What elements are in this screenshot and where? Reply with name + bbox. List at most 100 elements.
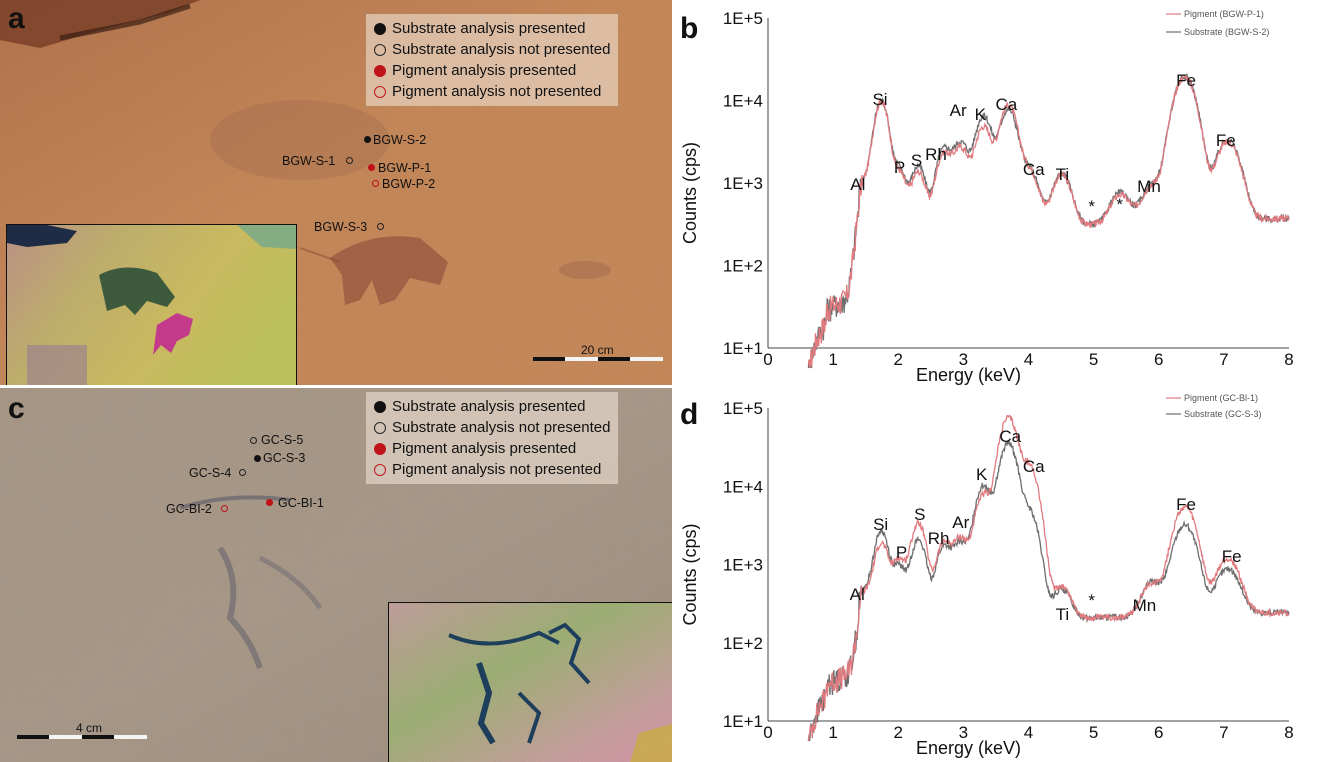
element-peak-label: Fe	[1176, 495, 1196, 514]
y-axis-title: Counts (cps)	[680, 523, 700, 625]
sample-marker-gc-bi-1	[266, 499, 273, 506]
marker-legend-a: Substrate analysis presented Substrate a…	[366, 14, 619, 106]
panel-letter-c: c	[8, 392, 25, 425]
x-tick-label: 1	[828, 723, 837, 742]
y-tick-label: 1E+4	[723, 477, 763, 496]
panel-a: a Substrate analysis presented Substrate…	[0, 0, 672, 385]
y-tick-label: 1E+3	[723, 556, 763, 575]
element-peak-label: K	[975, 105, 987, 124]
panel-letter-b: b	[680, 12, 699, 45]
x-tick-label: 7	[1219, 723, 1228, 742]
legend-entry: Substrate (BGW-S-2)	[1184, 27, 1269, 37]
y-tick-label: 1E+1	[723, 712, 763, 731]
element-peak-label: S	[914, 505, 925, 524]
sample-label-gc-s-3: GC-S-3	[263, 451, 306, 465]
sample-label-bgw-s-1: BGW-S-1	[282, 154, 336, 168]
element-peak-label: Si	[873, 515, 888, 534]
spectrum-line-substrate	[807, 73, 1290, 369]
open-black-circle-icon	[374, 43, 386, 56]
legend-label: Substrate analysis presented	[392, 398, 586, 415]
spectrum-line-pigment	[807, 74, 1290, 369]
element-peak-label: *	[1088, 197, 1095, 216]
x-tick-label: 0	[763, 723, 772, 742]
element-peak-label: Ca	[1023, 457, 1045, 476]
element-peak-label: P	[896, 543, 907, 562]
sample-marker-gc-s-5	[250, 437, 257, 444]
legend-row-pigment-not-presented: Pigment analysis not presented	[374, 81, 610, 102]
x-tick-label: 4	[1024, 723, 1033, 742]
spectrum-line-substrate	[807, 441, 1290, 742]
element-peak-label: Al	[850, 175, 865, 194]
x-tick-label: 8	[1284, 723, 1293, 742]
sample-label-bgw-s-3: BGW-S-3	[314, 220, 368, 234]
sample-marker-bgw-s-2	[364, 136, 371, 143]
legend-row-substrate-not-presented: Substrate analysis not presented	[374, 417, 610, 438]
open-red-circle-icon	[374, 85, 386, 98]
element-peak-label: Ca	[1023, 160, 1045, 179]
sample-marker-gc-s-3	[254, 455, 261, 462]
legend-entry: Pigment (GC-Bl-1)	[1184, 393, 1258, 403]
element-peak-label: Ca	[999, 427, 1021, 446]
element-peak-label: Mn	[1137, 177, 1161, 196]
y-axis-title: Counts (cps)	[680, 142, 700, 244]
element-peak-label: P	[894, 158, 905, 177]
false-color-inset-c	[388, 602, 672, 762]
element-peak-label: K	[976, 465, 988, 484]
element-peak-label: S	[911, 151, 922, 170]
element-peak-label: Al	[850, 585, 865, 604]
spectrum-line-pigment	[807, 414, 1290, 742]
panel-letter-a: a	[8, 2, 25, 35]
x-tick-label: 0	[763, 350, 772, 369]
y-tick-label: 1E+5	[723, 9, 763, 28]
y-tick-label: 1E+2	[723, 634, 763, 653]
xrf-spectrum-chart-d: 0 1 2 3 4 5 6 7 8 1E+1 1E+2 1E+3 1E+4 1E+5 Energy (keV…	[680, 393, 1294, 758]
legend-row-substrate-presented: Substrate analysis presented	[374, 18, 610, 39]
panel-d: 0 1 2 3 4 5 6 7 8 1E+1 1E+2 1E+3 1E+4 1E+5 Energy (keV…	[674, 388, 1324, 762]
element-peak-label: *	[1088, 591, 1095, 610]
element-peak-label: Ar	[952, 513, 969, 532]
panel-b: 0 1 2 3 4 5 6 7 8 1E+1 1E+2 1E+3 1E+4 1E+5 Energy (keV…	[674, 0, 1324, 385]
legend-entry: Pigment (BGW-P-1)	[1184, 9, 1264, 19]
scale-bar-c	[17, 735, 147, 739]
element-peak-label: Rh	[928, 529, 950, 548]
element-peak-label: Ti	[1056, 605, 1070, 624]
sample-label-gc-s-4: GC-S-4	[189, 466, 232, 480]
sample-label-bgw-s-2: BGW-S-2	[373, 133, 427, 147]
filled-red-circle-icon	[374, 442, 386, 455]
element-peak-label: Ca	[995, 95, 1017, 114]
x-axis-title: Energy (keV)	[916, 365, 1021, 385]
xrf-spectrum-chart-b: 0 1 2 3 4 5 6 7 8 1E+1 1E+2 1E+3 1E+4 1E+5 Energy (keV…	[680, 9, 1294, 385]
legend-label: Pigment analysis not presented	[392, 461, 602, 478]
legend-label: Pigment analysis not presented	[392, 83, 602, 100]
element-peak-label: Ar	[950, 101, 967, 120]
sample-marker-gc-s-4	[239, 469, 246, 476]
x-tick-label: 7	[1219, 350, 1228, 369]
x-tick-label: 6	[1154, 723, 1163, 742]
sample-label-gc-s-5: GC-S-5	[261, 433, 304, 447]
legend-row-substrate-presented: Substrate analysis presented	[374, 396, 610, 417]
x-tick-label: 2	[894, 350, 903, 369]
legend-label: Pigment analysis presented	[392, 62, 577, 79]
legend-label: Pigment analysis presented	[392, 440, 577, 457]
legend-row-pigment-presented: Pigment analysis presented	[374, 438, 610, 459]
sample-marker-gc-bi-2	[221, 505, 228, 512]
element-peak-label: *	[1116, 195, 1123, 214]
x-tick-label: 1	[828, 350, 837, 369]
x-axis-title: Energy (keV)	[916, 738, 1021, 758]
legend-label: Substrate analysis presented	[392, 20, 586, 37]
scale-bar-label-c: 4 cm	[76, 721, 103, 735]
sample-label-bgw-p-1: BGW-P-1	[378, 161, 432, 175]
x-tick-label: 2	[894, 723, 903, 742]
sample-marker-bgw-s-1	[346, 157, 353, 164]
sample-marker-bgw-p-1	[368, 164, 375, 171]
y-tick-label: 1E+4	[723, 92, 763, 111]
sample-marker-bgw-s-3	[377, 223, 384, 230]
legend-row-pigment-not-presented: Pigment analysis not presented	[374, 459, 610, 480]
x-tick-label: 8	[1284, 350, 1293, 369]
legend-label: Substrate analysis not presented	[392, 41, 611, 58]
element-peak-label: Mn	[1133, 596, 1157, 615]
legend-row-substrate-not-presented: Substrate analysis not presented	[374, 39, 610, 60]
open-red-circle-icon	[374, 463, 386, 476]
element-peak-label: Ti	[1056, 165, 1070, 184]
x-tick-label: 4	[1024, 350, 1033, 369]
